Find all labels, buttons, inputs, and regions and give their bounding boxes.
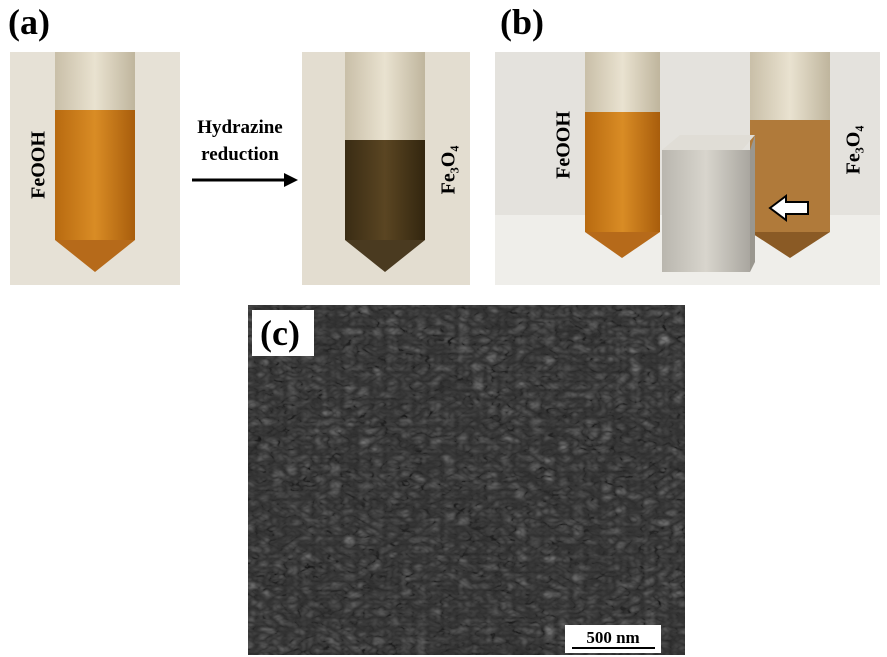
panel-label: (c) <box>260 313 300 353</box>
panel-label: (a) <box>8 2 50 42</box>
sample-label: Fe₃O₄ <box>843 126 865 175</box>
figure: (a) FeOOH Hydrazine reduction Fe₃O₄ (b) … <box>0 0 887 657</box>
arrow-text: Hydrazine <box>197 117 283 138</box>
arrow <box>192 173 298 187</box>
sample-label: FeOOH <box>553 111 575 179</box>
sample-label: Fe₃O₄ <box>438 146 460 195</box>
sample-label: FeOOH <box>28 131 50 199</box>
arrow-text: reduction <box>201 144 279 165</box>
scale-label: 500 nm <box>586 628 639 647</box>
panel-label: (b) <box>500 2 544 42</box>
sem-image <box>248 305 685 655</box>
